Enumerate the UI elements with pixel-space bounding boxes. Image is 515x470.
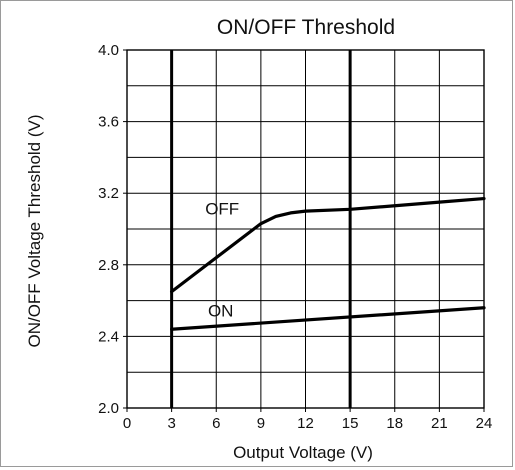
x-tick-label: 18: [386, 415, 403, 432]
series-label-off: OFF: [205, 200, 239, 219]
grid-layer: [126, 49, 485, 409]
y-tick-label: 3.2: [98, 185, 119, 202]
x-tick-label: 12: [297, 415, 314, 432]
x-tick-label: 3: [167, 415, 175, 432]
x-axis-label: Output Voltage (V): [233, 443, 373, 462]
series-line-off: [170, 196, 486, 294]
y-tick-label: 4.0: [98, 42, 119, 59]
series-label-on: ON: [208, 302, 234, 321]
series-line-on: [170, 306, 486, 331]
x-tick-label: 21: [431, 415, 448, 432]
x-tick-label: 6: [212, 415, 220, 432]
y-tick-label: 2.4: [98, 328, 119, 345]
x-tick-label: 9: [257, 415, 265, 432]
y-tick-label: 3.6: [98, 114, 119, 131]
y-tick-label: 2.0: [98, 400, 119, 417]
chart-title: ON/OFF Threshold: [217, 16, 395, 39]
tick-layer: 0 3 6 9 12 15 18 21 24 2.0 2.4 2.8 3.2 3.6 4.0: [98, 42, 492, 432]
series-label-layer: OFF ON: [205, 200, 239, 321]
x-tick-label: 24: [476, 415, 493, 432]
x-tick-label: 15: [342, 415, 359, 432]
series-layer: [170, 196, 486, 331]
y-axis-label: ON/OFF Voltage Threshold (V): [25, 114, 44, 347]
x-tick-label: 0: [123, 415, 131, 432]
y-tick-label: 2.8: [98, 257, 119, 274]
